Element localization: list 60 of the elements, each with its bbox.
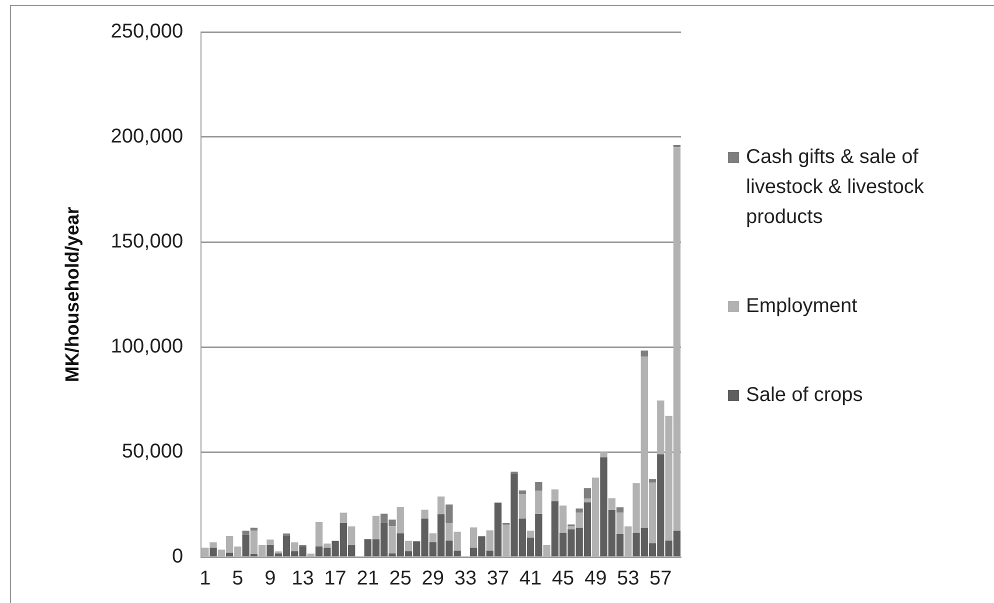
bar bbox=[616, 507, 624, 513]
bar bbox=[640, 350, 648, 356]
x-tick-label: 25 bbox=[389, 568, 412, 590]
y-tick-label: 50,000 bbox=[122, 440, 184, 463]
bar bbox=[486, 530, 494, 551]
y-tick-label: 150,000 bbox=[110, 230, 184, 253]
bar bbox=[576, 508, 583, 512]
bar bbox=[226, 552, 234, 556]
y-tick-label: 0 bbox=[172, 546, 184, 568]
bar bbox=[210, 542, 217, 548]
x-tick-label: 45 bbox=[552, 568, 574, 590]
bar bbox=[535, 482, 542, 491]
bar bbox=[282, 533, 290, 536]
bar bbox=[502, 524, 510, 556]
bar bbox=[446, 504, 453, 523]
bar bbox=[340, 512, 348, 523]
x-tick-label: 1 bbox=[200, 568, 211, 590]
bar bbox=[535, 490, 542, 514]
legend-label: Cash gifts & sale of livestock & livestock products bbox=[746, 145, 925, 230]
bar bbox=[291, 542, 298, 552]
bar bbox=[584, 488, 592, 499]
legend-label: Employment bbox=[746, 294, 858, 319]
bar bbox=[470, 527, 478, 548]
bar bbox=[404, 540, 412, 552]
x-tick-label: 53 bbox=[617, 568, 640, 590]
x-tick-label: 49 bbox=[584, 568, 607, 590]
bar bbox=[518, 490, 526, 494]
bar bbox=[673, 144, 681, 148]
bar bbox=[202, 548, 209, 556]
bar bbox=[543, 545, 550, 556]
bar bbox=[266, 540, 274, 546]
x-tick-label: 13 bbox=[292, 568, 314, 590]
bar bbox=[429, 533, 436, 542]
bar bbox=[348, 526, 356, 546]
x-tick-label: 33 bbox=[454, 568, 477, 590]
y-axis-title: MK/household/year bbox=[62, 206, 84, 382]
y-tick-label: 200,000 bbox=[110, 126, 184, 148]
bar bbox=[307, 554, 314, 556]
bar bbox=[600, 452, 608, 458]
bar bbox=[518, 494, 526, 519]
bar bbox=[210, 548, 217, 556]
x-tick-label: 5 bbox=[232, 568, 244, 590]
x-tick-label: 37 bbox=[486, 568, 510, 590]
x-tick-label: 9 bbox=[264, 568, 276, 590]
bar bbox=[608, 498, 616, 510]
x-tick-label: 57 bbox=[650, 568, 672, 590]
x-tick-label: 41 bbox=[519, 568, 542, 590]
bar bbox=[551, 489, 558, 502]
bar bbox=[526, 530, 534, 538]
bar bbox=[250, 528, 258, 531]
legend-label: Sale of crops bbox=[746, 383, 863, 408]
y-tick-label: 100,000 bbox=[110, 336, 184, 358]
bar bbox=[437, 496, 445, 514]
x-tick-label: 21 bbox=[356, 568, 379, 590]
bar bbox=[372, 516, 380, 540]
x-tick-label: 17 bbox=[324, 568, 346, 590]
x-tick-label: 29 bbox=[422, 568, 444, 590]
y-tick-label: 250,000 bbox=[110, 20, 184, 43]
bar bbox=[421, 510, 428, 519]
bar bbox=[648, 479, 656, 483]
